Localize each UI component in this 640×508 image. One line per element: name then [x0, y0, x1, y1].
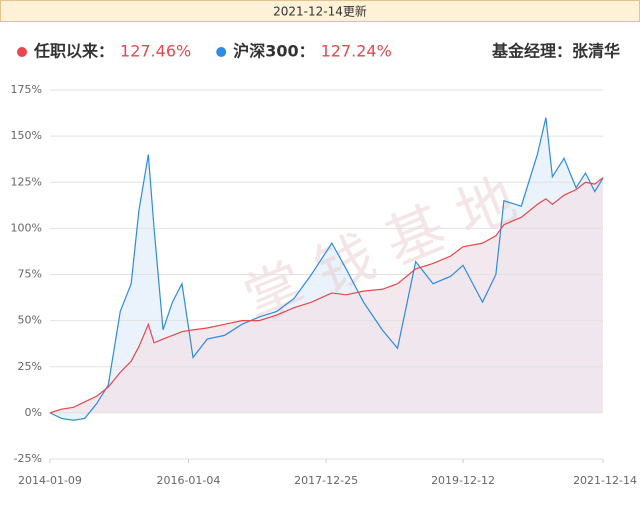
manager: 基金经理：张清华: [491, 42, 620, 61]
x-tick-label: 2016-01-04: [156, 474, 220, 487]
y-tick-label: 50%: [18, 314, 42, 327]
y-tick-label: 150%: [11, 129, 42, 142]
legend-label: 任职以来：: [33, 42, 114, 61]
y-tick-label: 0%: [25, 406, 42, 419]
y-tick-label: 100%: [11, 221, 42, 234]
legend-value: 127.46%: [120, 42, 191, 61]
y-tick-label: 25%: [18, 360, 42, 373]
y-tick-label: 125%: [11, 175, 42, 188]
y-tick-label: 75%: [18, 268, 42, 281]
legend-value: 127.24%: [321, 42, 392, 61]
legend-marker: [216, 47, 227, 57]
line: [49, 117, 604, 421]
banner: 2021-12-14更新: [273, 4, 367, 19]
x-tick-label: 2019-12-12: [431, 474, 495, 487]
y-tick-label: 175%: [11, 83, 42, 96]
x-tick-label: 2017-12-25: [294, 474, 358, 487]
area: [50, 177, 603, 413]
line: [49, 177, 604, 414]
y-tick-label: -25%: [14, 452, 42, 465]
legend-label: 沪深300：: [233, 42, 314, 61]
legend-marker: [17, 47, 27, 57]
x-tick-label: 2021-12-14: [573, 474, 637, 487]
x-tick-label: 2014-01-09: [18, 474, 82, 487]
